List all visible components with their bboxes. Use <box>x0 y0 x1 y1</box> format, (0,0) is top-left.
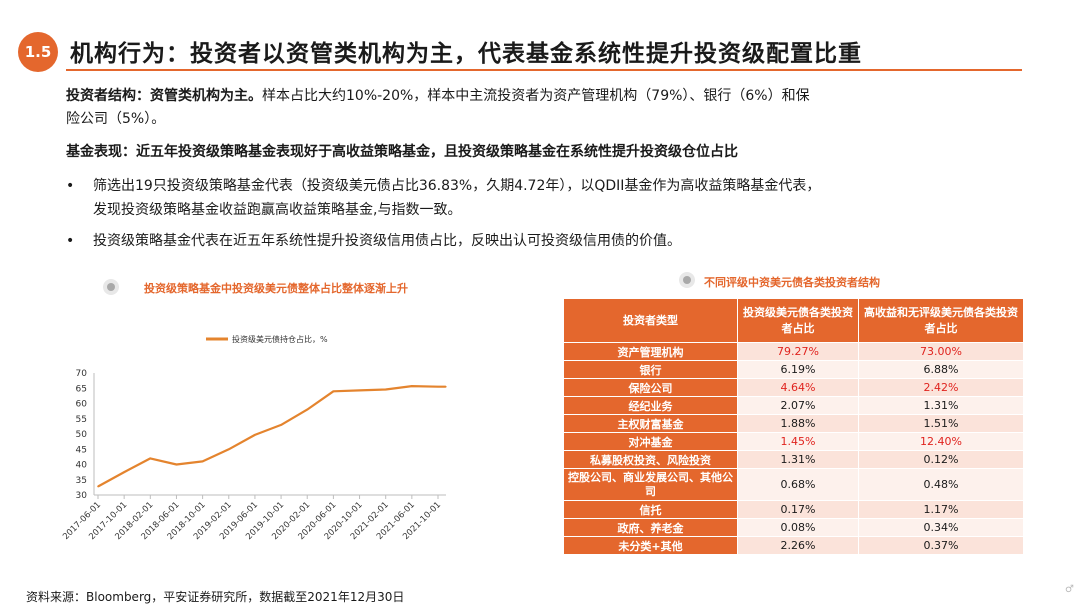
y-tick-label: 50 <box>76 430 88 440</box>
table-row: 保险公司 4.64% 2.42% <box>563 378 1024 397</box>
data-point <box>201 460 204 463</box>
row-investor-type: 主权财富基金 <box>563 414 738 433</box>
target-icon <box>679 272 695 288</box>
row-ig-share: 2.26% <box>737 536 859 555</box>
data-point <box>228 448 230 451</box>
data-point <box>384 388 387 391</box>
row-ig-share: 0.68% <box>737 468 859 501</box>
row-hy-share: 0.48% <box>858 468 1024 501</box>
table-header-row: 投资者类型 投资级美元债各类投资者占比 高收益和无评级美元债各类投资者占比 <box>563 298 1024 343</box>
row-ig-share: 79.27% <box>737 342 859 361</box>
table-row: 政府、养老金 0.08% 0.34% <box>563 518 1024 537</box>
row-ig-share: 1.45% <box>737 432 859 451</box>
table-row: 银行 6.19% 6.88% <box>563 360 1024 379</box>
table-row: 资产管理机构 79.27% 73.00% <box>563 342 1024 361</box>
series-line <box>97 384 446 488</box>
row-ig-share: 2.07% <box>737 396 859 415</box>
row-hy-share: 12.40% <box>858 432 1024 451</box>
row-hy-share: 1.51% <box>858 414 1024 433</box>
y-tick-label: 70 <box>76 369 88 379</box>
bullet-dot: • <box>66 233 75 249</box>
row-hy-share: 0.37% <box>858 536 1024 555</box>
data-point <box>358 389 361 392</box>
row-investor-type: 对冲基金 <box>563 432 738 451</box>
structure-label: 投资者结构：资管类机构为主。 <box>66 88 262 104</box>
row-hy-share: 6.88% <box>858 360 1024 379</box>
chart-svg: 投资级美元债持仓占比，%3035404550556065702017-06-01… <box>61 334 447 542</box>
row-hy-share: 0.12% <box>858 450 1024 469</box>
row-ig-share: 1.88% <box>737 414 859 433</box>
row-investor-type: 政府、养老金 <box>563 518 738 537</box>
data-point <box>97 485 99 488</box>
header-investor-type: 投资者类型 <box>563 298 738 343</box>
bullet-1-line-1: 筛选出19只投资级策略基金代表（投资级美元债占比36.83%，久期4.72年），… <box>93 178 821 194</box>
data-point <box>123 471 125 473</box>
table-title: 不同评级中资美元债各类投资者结构 <box>704 276 880 289</box>
table-row: 未分类+其他 2.26% 0.37% <box>563 536 1024 555</box>
performance-heading: 基金表现：近五年投资级策略基金表现好于高收益策略基金，且投资级策略基金在系统性提… <box>66 144 738 160</box>
bullet-1-line-2: 发现投资级策略基金收益跑赢高收益策略基金,与指数一致。 <box>93 202 462 218</box>
row-hy-share: 1.17% <box>858 500 1024 519</box>
row-hy-share: 1.31% <box>858 396 1024 415</box>
section-badge: 1.5 <box>18 32 58 72</box>
table-row: 私募股权投资、风险投资 1.31% 0.12% <box>563 450 1024 469</box>
y-tick-label: 35 <box>76 476 87 486</box>
table-row: 信托 0.17% 1.17% <box>563 500 1024 519</box>
data-point <box>280 424 282 426</box>
data-point <box>445 385 447 388</box>
y-tick-label: 60 <box>76 400 88 410</box>
row-ig-share: 0.17% <box>737 500 859 519</box>
header-ig-share: 投资级美元债各类投资者占比 <box>737 298 859 343</box>
table-row: 主权财富基金 1.88% 1.51% <box>563 414 1024 433</box>
row-investor-type: 未分类+其他 <box>563 536 738 555</box>
data-point <box>175 463 178 466</box>
table-row: 经纪业务 2.07% 1.31% <box>563 396 1024 415</box>
chart-title: 投资级策略基金中投资级美元债整体占比整体逐渐上升 <box>144 282 408 295</box>
investor-structure-table: 投资者类型 投资级美元债各类投资者占比 高收益和无评级美元债各类投资者占比 资产… <box>563 298 1024 555</box>
row-investor-type: 保险公司 <box>563 378 738 397</box>
y-tick-label: 40 <box>76 461 88 471</box>
row-investor-type: 控股公司、商业发展公司、其他公司 <box>563 468 738 501</box>
bullet-2-line-1: 投资级策略基金代表在近五年系统性提升投资级信用债占比，反映出认可投资级信用债的价… <box>93 233 681 249</box>
row-hy-share: 73.00% <box>858 342 1024 361</box>
row-investor-type: 银行 <box>563 360 738 379</box>
data-point <box>411 385 413 387</box>
legend-label: 投资级美元债持仓占比，% <box>232 334 328 344</box>
row-ig-share: 6.19% <box>737 360 859 379</box>
corner-mark: ♂ <box>1065 584 1074 595</box>
row-hy-share: 0.34% <box>858 518 1024 537</box>
structure-line-2: 险公司（5%）。 <box>66 111 166 127</box>
target-icon <box>103 279 119 295</box>
y-tick-label: 65 <box>76 384 87 394</box>
row-investor-type: 私募股权投资、风险投资 <box>563 450 738 469</box>
bullet-dot: • <box>66 178 75 194</box>
row-ig-share: 4.64% <box>737 378 859 397</box>
source-note: 资料来源：Bloomberg，平安证券研究所，数据截至2021年12月30日 <box>26 590 405 604</box>
title-divider <box>66 69 1022 71</box>
structure-line-1: 样本占比大约10%-20%，样本中主流投资者为资产管理机构（79%）、银行（6%… <box>262 88 810 104</box>
data-point <box>149 457 152 460</box>
table-row: 控股公司、商业发展公司、其他公司 0.68% 0.48% <box>563 468 1024 501</box>
row-investor-type: 经纪业务 <box>563 396 738 415</box>
row-hy-share: 2.42% <box>858 378 1024 397</box>
y-tick-label: 30 <box>76 491 88 501</box>
structure-paragraph: 投资者结构：资管类机构为主。样本占比大约10%-20%，样本中主流投资者为资产管… <box>66 85 810 131</box>
data-point <box>306 408 308 411</box>
line-chart: 投资级美元债持仓占比，% 30 35 40 45 50 55 60 65 70 2017-06-01… <box>56 318 456 578</box>
table-row: 对冲基金 1.45% 12.40% <box>563 432 1024 451</box>
header-hy-share: 高收益和无评级美元债各类投资者占比 <box>858 298 1024 343</box>
data-point <box>437 385 439 388</box>
y-tick-label: 55 <box>76 415 87 425</box>
y-tick-label: 45 <box>76 445 87 455</box>
data-point <box>254 434 256 436</box>
data-point <box>332 390 335 393</box>
row-ig-share: 0.08% <box>737 518 859 537</box>
row-investor-type: 信托 <box>563 500 738 519</box>
page-title: 机构行为：投资者以资管类机构为主，代表基金系统性提升投资级配置比重 <box>70 41 862 67</box>
row-ig-share: 1.31% <box>737 450 859 469</box>
row-investor-type: 资产管理机构 <box>563 342 738 361</box>
